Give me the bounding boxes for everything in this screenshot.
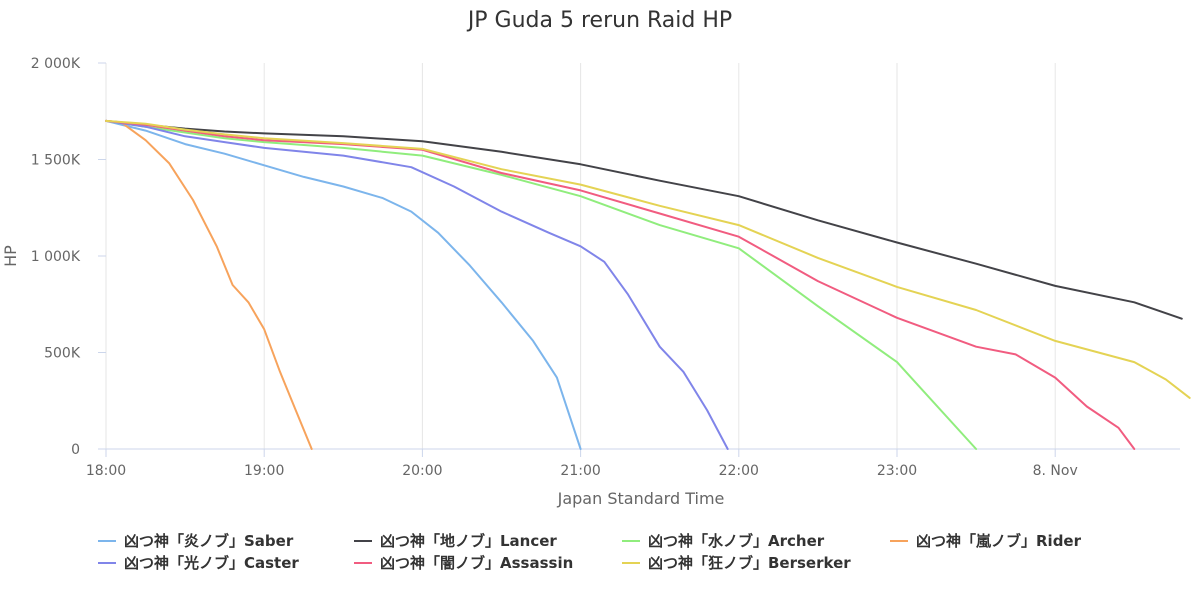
x-tick-label: 8. Nov: [1033, 463, 1078, 479]
x-tick-label: 18:00: [86, 463, 126, 479]
series-line-1: [105, 119, 1183, 320]
x-tick-label: 23:00: [877, 463, 917, 479]
x-tick-label: 19:00: [244, 463, 284, 479]
series-line-4: [105, 119, 729, 450]
x-tick-label: 21:00: [560, 463, 600, 479]
series-line-0: [105, 119, 582, 450]
x-tick-label: 20:00: [402, 463, 442, 479]
legend-label: 凶つ神「水ノブ」Archer: [648, 532, 825, 550]
legend-label: 凶つ神「闇ノブ」Assassin: [380, 554, 574, 572]
legend-swatch: [98, 561, 116, 564]
legend-swatch: [354, 539, 372, 542]
x-tick-label: 22:00: [719, 463, 759, 479]
grid: [105, 63, 1056, 449]
legend-swatch: [890, 539, 908, 542]
legend-item[interactable]: 凶つ神「狂ノブ」Berserker: [622, 552, 851, 573]
series-line-3: [105, 119, 313, 450]
chart-title: JP Guda 5 rerun Raid HP: [467, 8, 733, 33]
y-tick-label: 1 500K: [31, 153, 81, 169]
y-axis-title: HP: [1, 245, 20, 267]
legend-item[interactable]: 凶つ神「炎ノブ」Saber: [98, 530, 293, 551]
series-line-5: [105, 119, 1136, 450]
series-line-2: [105, 119, 978, 450]
legend-item[interactable]: 凶つ神「光ノブ」Caster: [98, 552, 299, 573]
legend-label: 凶つ神「狂ノブ」Berserker: [648, 554, 851, 572]
y-tick-label: 500K: [44, 346, 81, 362]
legend-label: 凶つ神「炎ノブ」Saber: [124, 532, 294, 550]
y-tick-label: 2 000K: [31, 56, 81, 72]
legend-item[interactable]: 凶つ神「地ノブ」Lancer: [354, 530, 557, 551]
series-line-6: [105, 119, 1191, 399]
legend-label: 凶つ神「嵐ノブ」Rider: [916, 532, 1082, 550]
y-tick-label: 1 000K: [31, 249, 81, 265]
legend-swatch: [622, 561, 640, 564]
legend-label: 凶つ神「地ノブ」Lancer: [380, 532, 557, 550]
axes: 18:00 19:00 20:00 21:00 22:00 23:00 8. Nov 0 500…: [31, 56, 1180, 479]
legend-swatch: [98, 539, 116, 542]
legend-swatch: [354, 561, 372, 564]
series-lines: [105, 119, 1191, 450]
legend-item[interactable]: 凶つ神「嵐ノブ」Rider: [890, 530, 1081, 551]
legend-label: 凶つ神「光ノブ」Caster: [124, 554, 299, 572]
legend-item[interactable]: 凶つ神「闇ノブ」Assassin: [354, 552, 573, 573]
x-axis-title: Japan Standard Time: [557, 489, 725, 508]
legend-swatch: [622, 539, 640, 542]
legend-item[interactable]: 凶つ神「水ノブ」Archer: [622, 530, 824, 551]
y-tick-label: 0: [71, 442, 80, 458]
